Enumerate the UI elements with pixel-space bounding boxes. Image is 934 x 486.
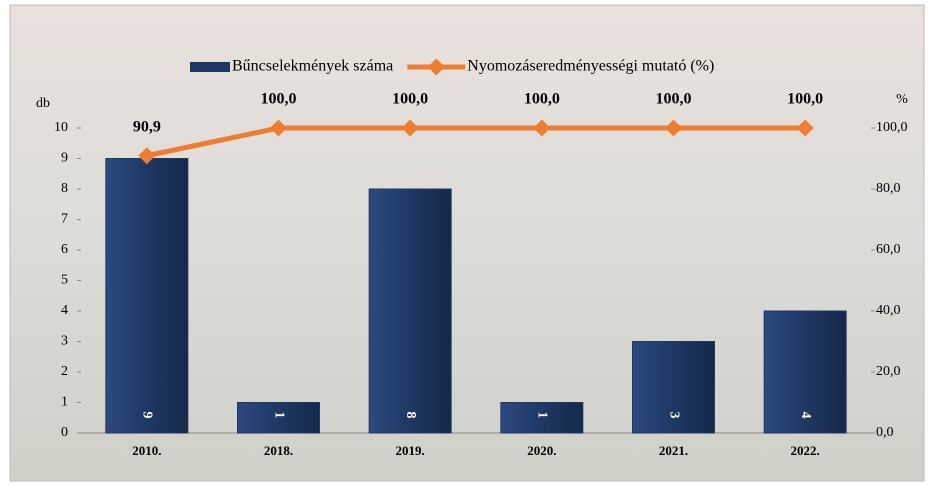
bar-label: 4 [798,412,813,419]
y-tick-label: 1 [61,395,68,410]
line-marker [270,119,287,137]
bar [368,188,452,434]
line-marker [401,119,419,137]
x-tick-label: 2020. [527,443,556,458]
y-tick-label: 8 [61,181,68,196]
y-tick-label: 9 [61,151,68,166]
bar-label: 9 [140,412,155,419]
y-tick-label: 7 [61,212,68,227]
line-label: 100,0 [261,91,297,108]
x-tick-label: 2010. [132,443,161,458]
bar [500,402,584,434]
y-axis-title: db [36,96,50,111]
y2-axis-title: % [896,92,908,107]
bar-label: 3 [666,412,681,419]
x-tick-label: 2021. [659,443,688,458]
bar [237,402,320,434]
x-tick-label: 2022. [791,443,820,458]
x-tick-label: 2019. [396,443,425,458]
bar-label: 1 [271,412,286,419]
y2-tick-label: 20,0 [876,364,901,379]
y-tick-label: 10 [54,120,68,135]
y2-tick-label: 40,0 [876,303,901,318]
line-marker [533,119,551,137]
y2-tick-label: 100,0 [876,120,908,135]
legend-swatch [190,62,230,72]
line-label: 90,9 [133,118,161,135]
line-label: 100,0 [392,91,428,108]
bar-label: 8 [403,412,418,419]
legend-label: Bűncselekmények száma [232,58,393,75]
line-label: 100,0 [656,91,692,108]
y-tick-label: 2 [61,364,68,379]
bar [632,341,715,434]
line-marker [796,119,814,137]
y2-tick-label: 80,0 [876,181,901,196]
legend-label: Nyomozáseredményességi mutató (%) [467,58,714,75]
line-label: 100,0 [524,91,560,108]
y-tick-label: 5 [61,273,68,288]
line-marker [665,119,682,137]
y-tick-label: 0 [61,425,68,440]
y-tick-label: 4 [61,303,68,318]
bar [763,310,847,434]
line [146,125,806,159]
bar-label: 1 [535,412,550,419]
y-tick-label: 3 [61,334,68,349]
line-label: 100,0 [787,91,823,108]
y-tick-label: 6 [61,242,68,257]
y2-tick-label: 60,0 [876,242,901,257]
bar [105,158,189,434]
x-tick-label: 2018. [264,443,293,458]
line-marker [138,147,156,165]
y2-tick-label: 0,0 [876,425,894,440]
